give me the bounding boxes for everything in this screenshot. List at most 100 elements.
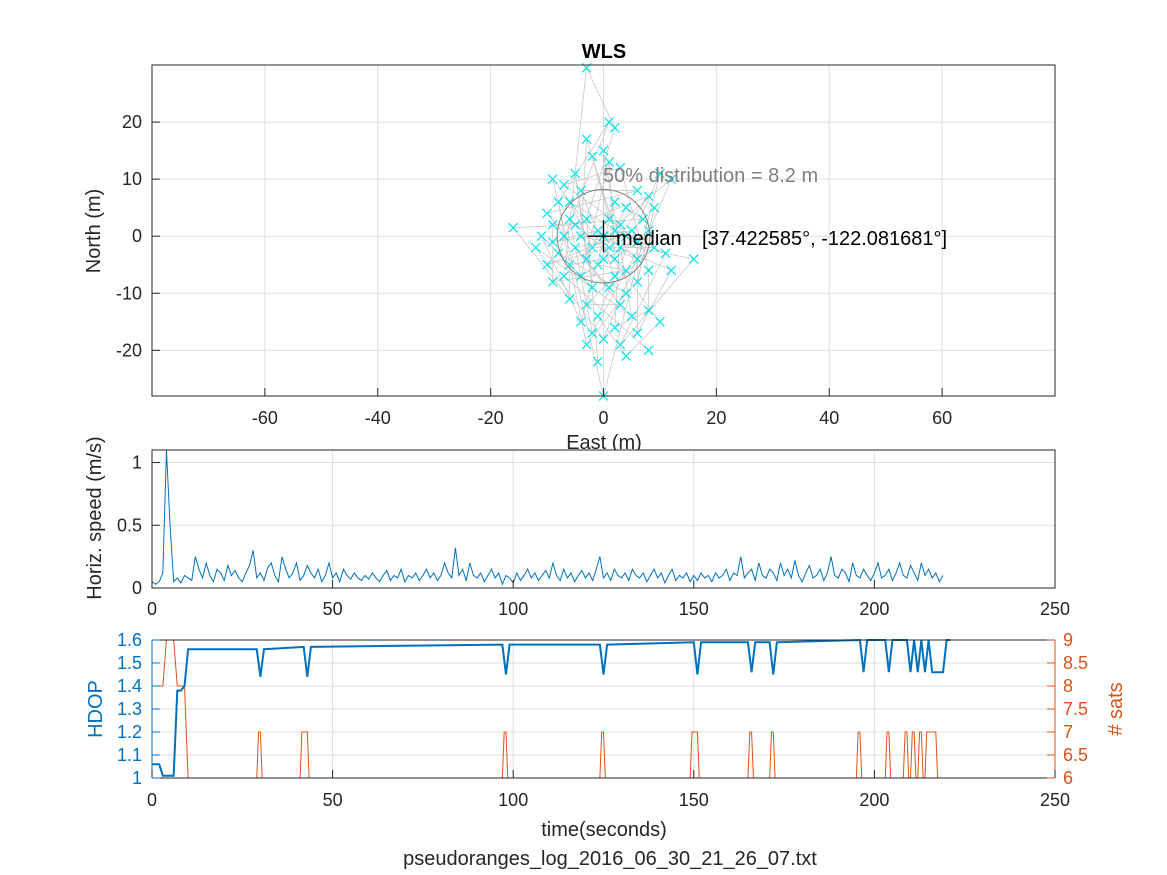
position-y-tick-label: 10 — [122, 169, 142, 189]
track-segment — [637, 270, 672, 334]
track-segment — [563, 236, 587, 345]
position-y-tick-label: 0 — [132, 226, 142, 246]
position-point — [604, 282, 615, 293]
sats-line — [152, 639, 951, 779]
position-point — [581, 134, 592, 145]
position-point — [530, 242, 541, 253]
position-point — [621, 231, 631, 242]
position-point — [643, 305, 654, 316]
position-point — [632, 276, 643, 287]
speed-plot: 0 50 100 150 200 250 0 0.5 1 Horiz. speed (m/s) — [84, 436, 1070, 619]
y-axis-label-hdop: HDOP — [85, 680, 107, 738]
hdop-y-tick-label: 1.6 — [117, 630, 142, 650]
track-segment — [558, 252, 627, 294]
position-point — [559, 271, 569, 282]
position-point — [615, 242, 626, 253]
track-segment — [625, 321, 661, 357]
track-segment — [608, 218, 638, 243]
position-point — [643, 191, 654, 202]
position-point — [570, 242, 581, 253]
hdop-x-tick-label: 250 — [1040, 790, 1070, 810]
track-segment — [597, 264, 627, 271]
distribution-circle-group — [556, 188, 651, 284]
position-point — [604, 157, 615, 167]
distribution-label: 50% distribution = 8.2 m — [603, 165, 818, 187]
position-point — [615, 339, 626, 350]
hdop-x-tick-label: 50 — [323, 790, 343, 810]
position-point — [621, 288, 631, 299]
y-axis-label-north: North (m) — [83, 189, 105, 273]
hdop-y-tick-label: 1 — [132, 768, 142, 788]
position-point — [666, 174, 677, 185]
position-x-tick-label: -40 — [365, 408, 391, 428]
file-name-caption: pseudoranges_log_2016_06_30_21_26_07.txt — [403, 848, 817, 870]
track-segment — [591, 156, 621, 248]
position-point — [643, 265, 654, 276]
hdop-y-tick-label: 1.1 — [117, 745, 142, 765]
position-point — [547, 236, 558, 247]
position-point — [609, 254, 620, 264]
position-point — [604, 242, 615, 253]
position-point — [649, 202, 660, 213]
track-segment — [603, 196, 649, 260]
hdop-y-tick-label: 1.3 — [117, 699, 142, 719]
position-point — [604, 214, 615, 225]
track-segment — [586, 201, 616, 260]
position-point — [621, 351, 631, 361]
position-point — [581, 214, 592, 225]
track-segment — [580, 201, 616, 322]
track-segment — [608, 247, 638, 260]
track-segment — [580, 161, 610, 277]
position-point — [609, 225, 620, 236]
hdop-x-tick-label: 100 — [498, 790, 528, 810]
position-point — [688, 254, 699, 264]
position-point — [615, 162, 626, 173]
position-point — [643, 225, 654, 236]
position-tick-labels: -60 -40 -20 0 20 40 60 -20 -10 0 10 20 — [116, 112, 952, 428]
position-points — [508, 62, 699, 401]
position-point — [536, 231, 547, 242]
position-point — [547, 219, 558, 230]
position-point — [570, 219, 581, 230]
y-axis-label-sats: # sats — [1105, 682, 1127, 735]
position-point — [547, 276, 558, 287]
track-segment — [552, 218, 644, 226]
position-point — [592, 356, 603, 367]
track-segment — [580, 190, 616, 277]
track-segment — [591, 230, 650, 334]
position-point — [508, 222, 519, 233]
hdop-line — [152, 638, 951, 777]
position-point — [626, 311, 637, 322]
position-point — [564, 294, 575, 304]
speed-series — [151, 449, 944, 586]
sats-y-tick-label: 7.5 — [1063, 699, 1088, 719]
hdop-y-tick-label: 1.5 — [117, 653, 142, 673]
speed-x-tick-label: 200 — [859, 599, 889, 619]
speed-x-tick-label: 250 — [1040, 599, 1070, 619]
position-point — [570, 168, 581, 179]
hdop-y-tick-label: 1.2 — [117, 722, 142, 742]
position-point — [655, 168, 665, 179]
track-segment — [591, 156, 610, 220]
hdop-y-tick-label: 1.4 — [117, 676, 142, 696]
position-point — [655, 316, 665, 327]
hdop-plot: 0 50 100 150 200 250 1 1.1 1.2 1.3 1.4 1.5 1.6 6 6.5 7 7… — [85, 630, 1127, 841]
median-coordinates-label: [37.422585°, -122.081681°] — [702, 228, 947, 250]
speed-line — [151, 449, 944, 586]
position-x-tick-label: -60 — [252, 408, 278, 428]
median-marker — [587, 220, 620, 253]
hdop-x-tick-label: 150 — [679, 790, 709, 810]
position-point — [598, 145, 609, 156]
x-axis-label-time: time(seconds) — [541, 819, 667, 841]
position-track-lines — [512, 67, 695, 397]
track-segment — [620, 247, 672, 271]
position-point — [553, 197, 564, 207]
position-point — [576, 231, 586, 242]
track-segment — [614, 224, 621, 328]
track-segment — [557, 201, 565, 237]
speed-x-tick-label: 50 — [323, 599, 343, 619]
position-point — [581, 299, 592, 310]
position-point — [581, 254, 592, 264]
speed-plot-background — [152, 450, 1055, 588]
